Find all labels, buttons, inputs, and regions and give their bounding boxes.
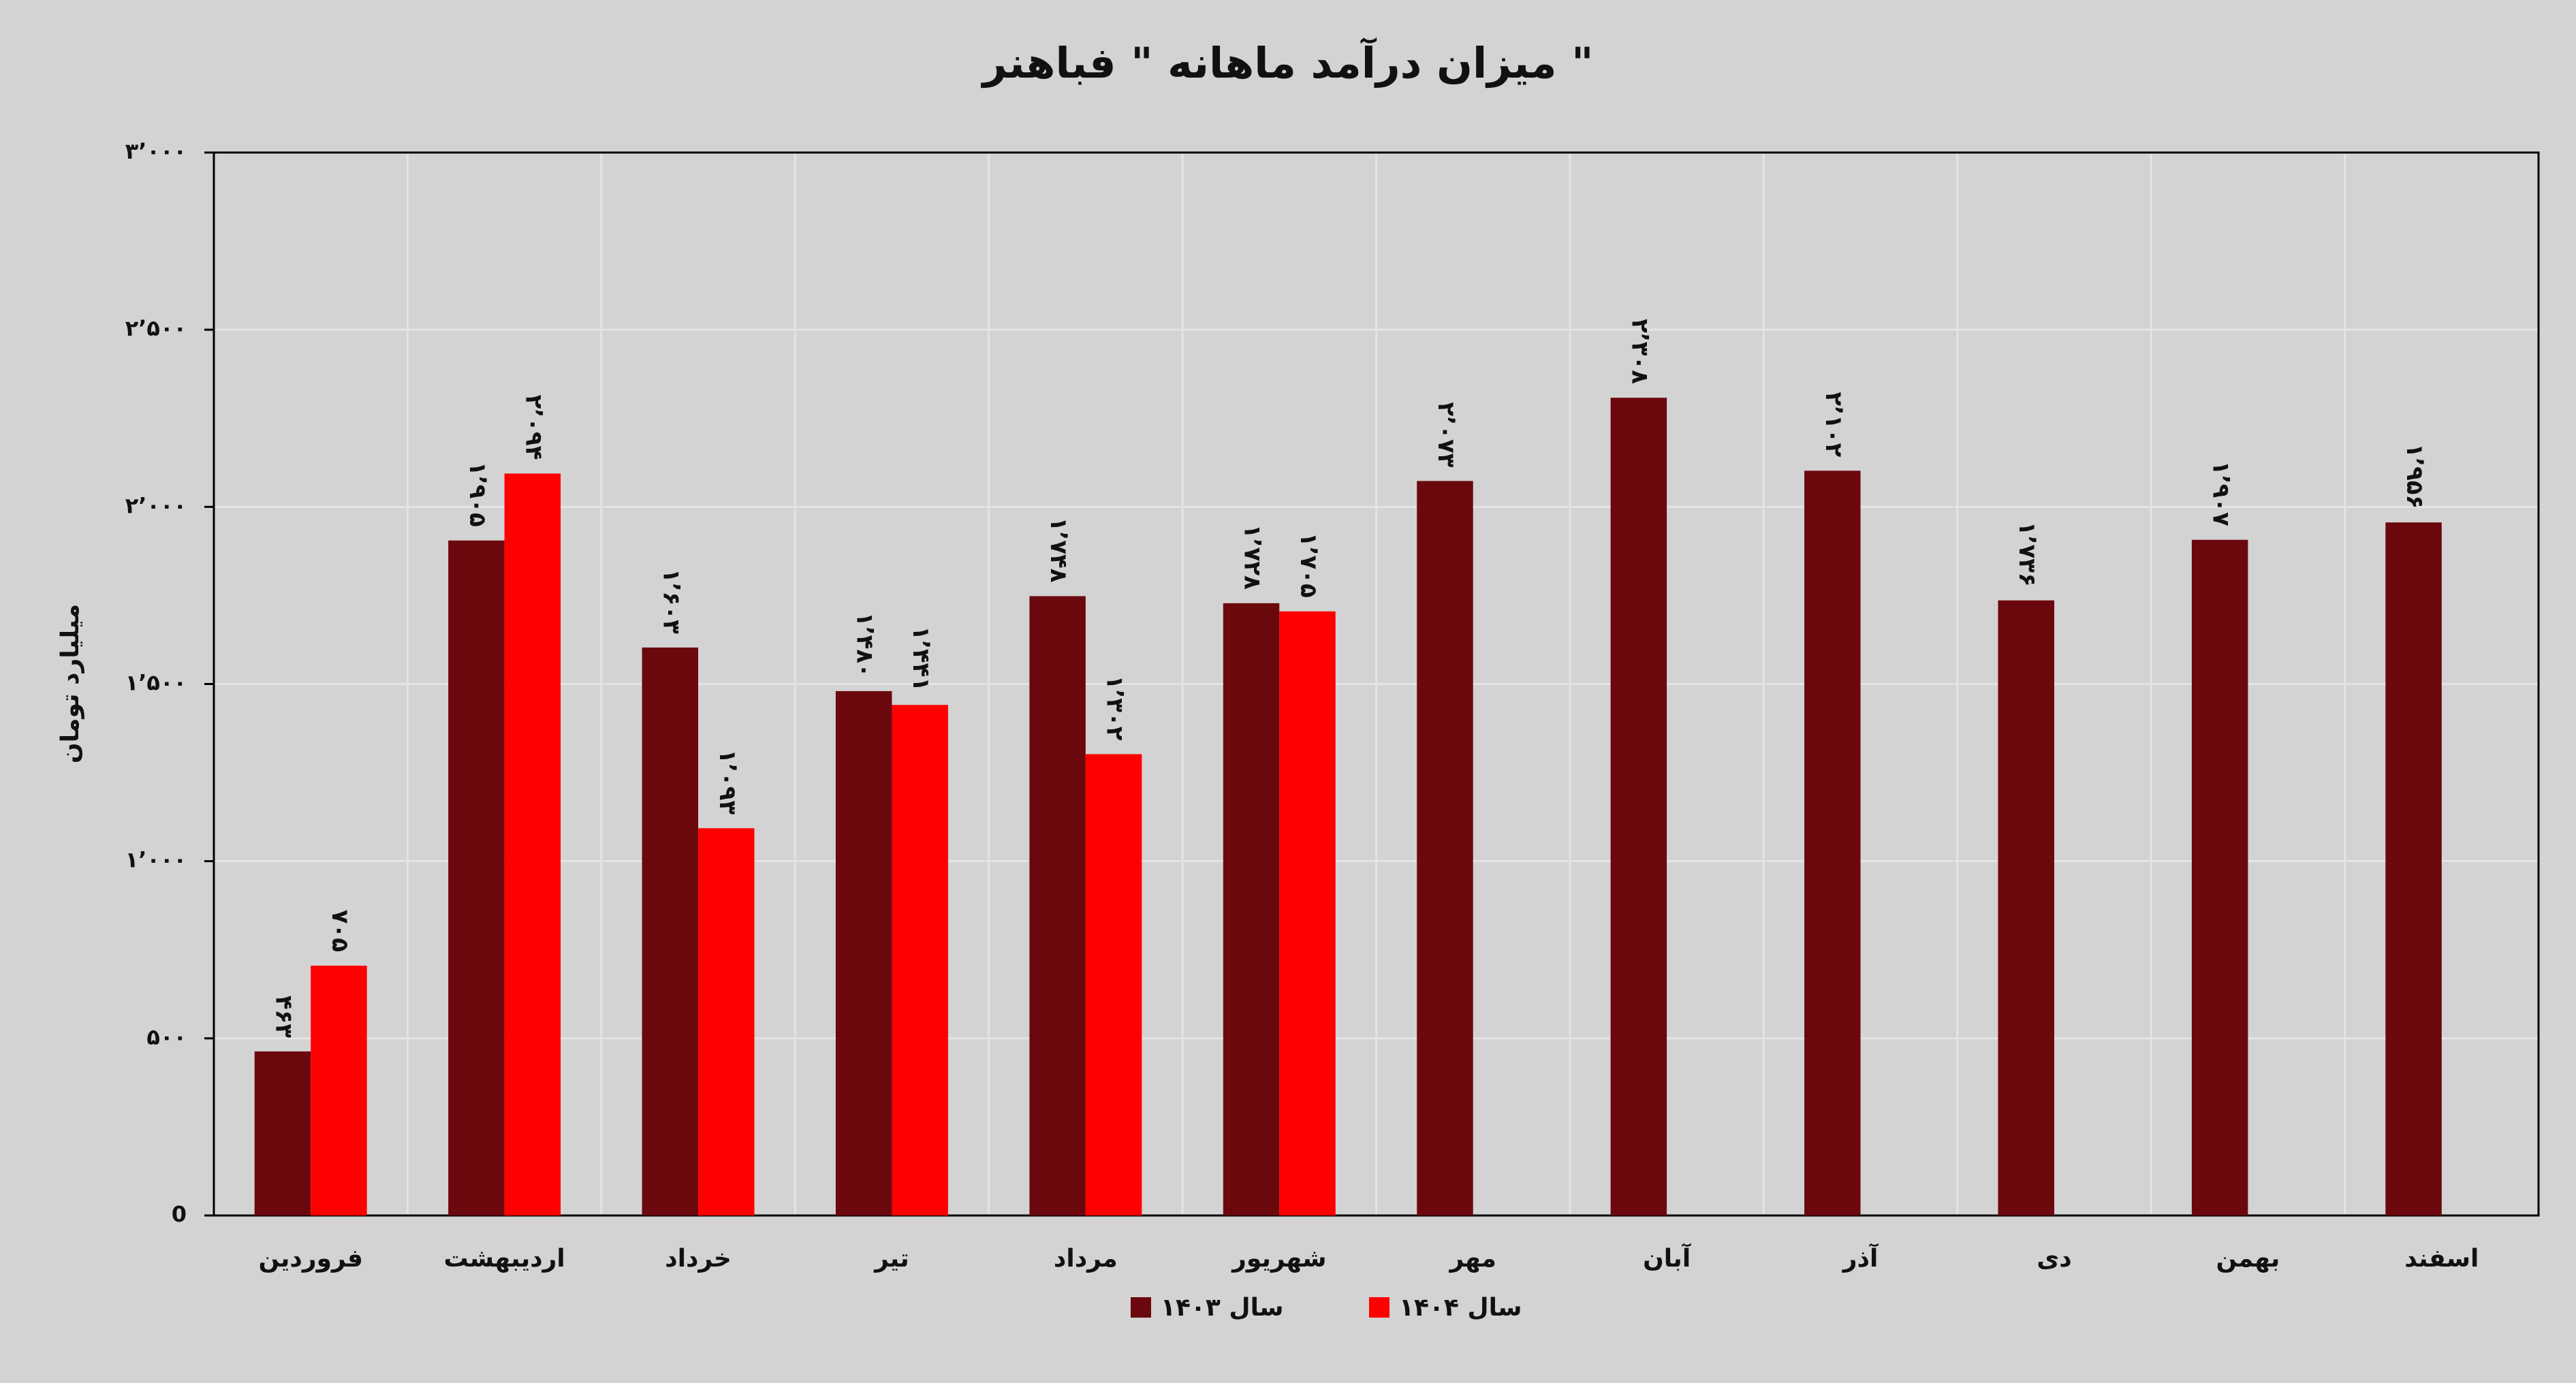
data-label: ۲٬۰۹۴: [520, 394, 547, 460]
data-label: ۱٬۳۰۲: [1101, 675, 1129, 741]
x-tick-label: شهریور: [1231, 1245, 1326, 1273]
data-label: ۷۰۵: [326, 910, 354, 952]
data-label: ۱٬۷۲۸: [1239, 524, 1266, 590]
y-tick-label: ۳٬۰۰۰: [125, 138, 187, 164]
bar: [1279, 611, 1336, 1215]
y-axis-title: میلیارد تومان: [57, 604, 84, 763]
x-tick-label: مرداد: [1054, 1245, 1118, 1273]
data-label: ۲٬۰۷۳: [1432, 402, 1460, 467]
data-label: ۱٬۷۳۶: [2013, 522, 2041, 587]
x-tick-label: آبان: [1643, 1243, 1692, 1273]
x-tick-label: فروردین: [258, 1245, 362, 1273]
y-tick-label: ۱٬۵۰۰: [125, 670, 187, 696]
chart-title: میزان درآمد ماهانه " فباهنر ": [981, 37, 1594, 88]
bar: [1029, 596, 1086, 1215]
data-label: ۱٬۷۰۵: [1295, 532, 1322, 598]
x-tick-label: آذر: [1842, 1243, 1879, 1273]
x-tick-label: دی: [2037, 1245, 2071, 1273]
x-tick-label: خرداد: [665, 1245, 732, 1273]
bar: [1417, 481, 1473, 1215]
data-label: ۱٬۰۹۳: [714, 749, 741, 814]
data-label: ۱٬۴۴۱: [907, 626, 934, 691]
data-label: ۱٬۹۰۵: [464, 462, 491, 527]
bar: [1998, 600, 2054, 1215]
data-label: ۲٬۱۰۲: [1820, 392, 1847, 457]
x-tick-label: تیر: [873, 1245, 909, 1273]
bar: [504, 473, 561, 1215]
bar: [448, 540, 505, 1215]
y-tick-label: ۱٬۰۰۰: [125, 847, 187, 873]
bar: [892, 705, 948, 1215]
x-tick-label: اسفند: [2404, 1245, 2479, 1273]
legend-label: سال ۱۴۰۳: [1161, 1294, 1284, 1322]
y-tick-label: ۲٬۵۰۰: [125, 315, 187, 341]
bar: [1804, 471, 1861, 1216]
bar: [1610, 398, 1667, 1215]
data-label: ۴۶۳: [270, 996, 297, 1038]
data-label: ۱٬۴۸۰: [851, 612, 879, 678]
legend-swatch: [1131, 1297, 1151, 1318]
data-label: ۱٬۶۰۳: [657, 569, 685, 634]
bar: [642, 647, 699, 1215]
legend-label: سال ۱۴۰۴: [1399, 1294, 1522, 1322]
data-label: ۱٬۷۴۸: [1045, 518, 1072, 583]
bar: [2191, 539, 2248, 1215]
data-label: ۲٬۳۰۸: [1626, 319, 1653, 384]
bar: [254, 1051, 311, 1215]
legend-swatch: [1369, 1297, 1389, 1318]
bar: [2385, 522, 2442, 1215]
bar: [1223, 603, 1280, 1215]
y-tick-label: ۲٬۰۰۰: [125, 492, 187, 518]
y-tick-label: ۵۰۰: [146, 1024, 187, 1050]
bar: [311, 966, 367, 1215]
bar: [698, 828, 755, 1215]
bar: [835, 690, 892, 1215]
plot-border: [213, 151, 2540, 1217]
x-tick-label: مهر: [1448, 1245, 1496, 1273]
x-tick-label: بهمن: [2216, 1245, 2280, 1273]
y-tick-label: 0: [172, 1201, 187, 1227]
data-label: ۱٬۹۵۶: [2401, 443, 2428, 509]
data-label: ۱٬۹۰۷: [2208, 461, 2235, 526]
bar: [1085, 754, 1142, 1215]
x-tick-label: اردیبهشت: [443, 1245, 565, 1273]
